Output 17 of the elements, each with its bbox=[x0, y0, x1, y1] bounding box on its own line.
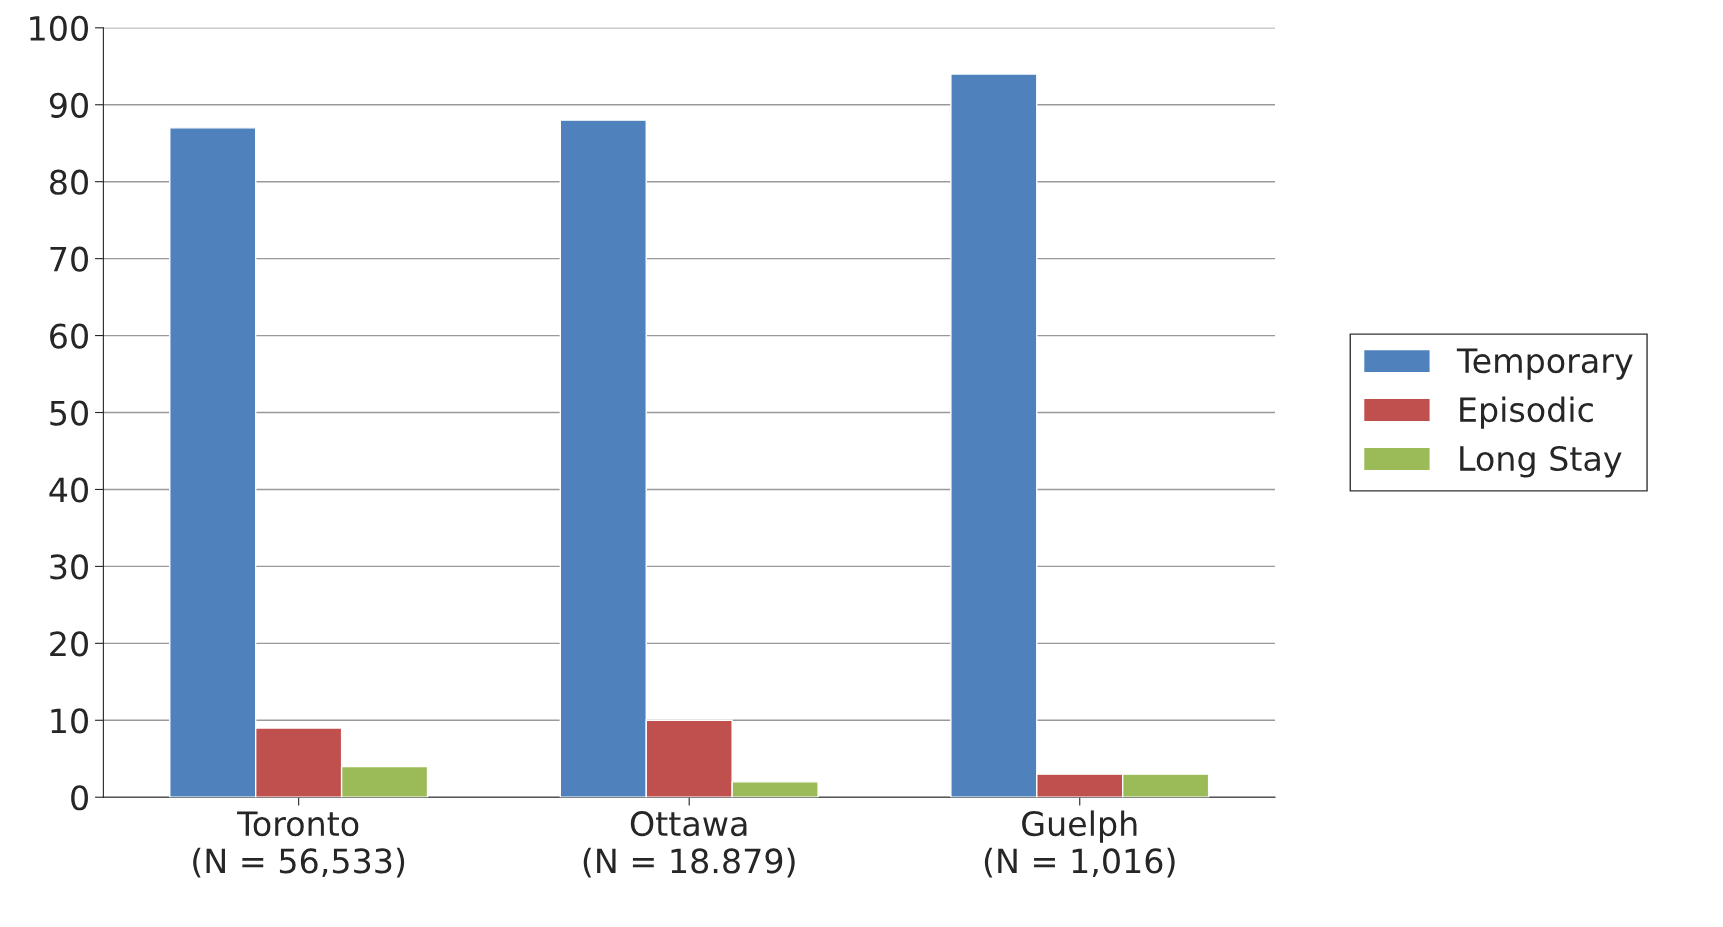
legend-label: Long Stay bbox=[1460, 445, 1622, 478]
legend-label: Episodic bbox=[1460, 396, 1593, 429]
y-tick-label: 70 bbox=[50, 246, 88, 272]
y-tick-label: 40 bbox=[49, 477, 88, 503]
y-tick-label: 0 bbox=[71, 785, 88, 811]
y-tick-label: 10 bbox=[51, 708, 88, 734]
x-tick-label: Guelph (N = 1,016) bbox=[984, 810, 1175, 878]
legend-label: Temporary bbox=[1456, 348, 1633, 380]
y-tick-label: 80 bbox=[50, 169, 88, 195]
y-tick-label: 50 bbox=[50, 400, 88, 426]
x-tick-label: Ottawa (N = 18.879) bbox=[583, 811, 795, 878]
y-tick-label: 30 bbox=[50, 554, 88, 580]
y-tick-label: 90 bbox=[49, 92, 88, 118]
y-tick-label: 60 bbox=[50, 323, 88, 349]
y-tick-label: 20 bbox=[50, 631, 88, 657]
y-tick-label: 100 bbox=[30, 15, 88, 41]
x-tick-label: Toronto (N = 56,533) bbox=[193, 811, 405, 878]
